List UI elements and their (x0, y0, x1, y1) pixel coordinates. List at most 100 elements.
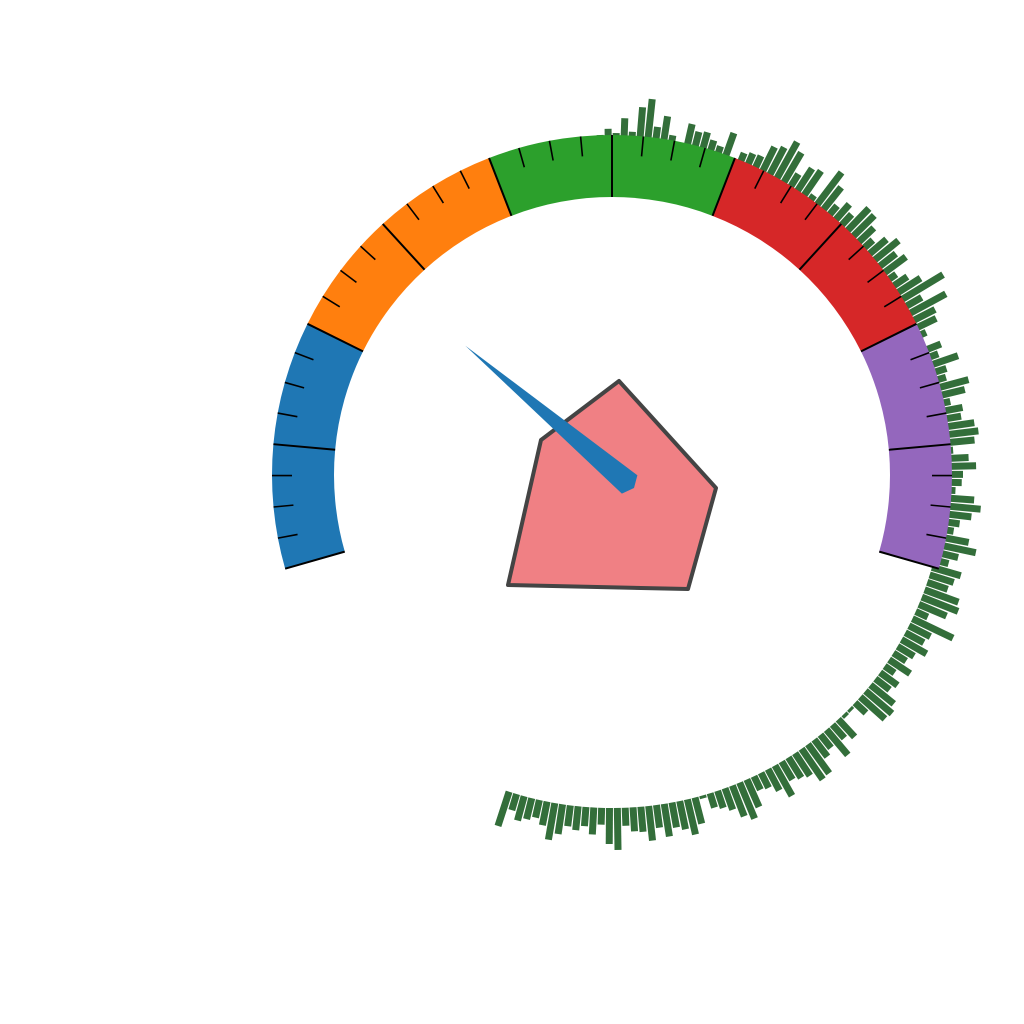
radial-bar (653, 804, 663, 829)
minor-tick (277, 533, 298, 539)
radial-bar (903, 290, 948, 320)
radial-bar (621, 807, 630, 826)
minor-tick (926, 533, 947, 539)
minor-tick (754, 170, 765, 189)
radial-bar (926, 579, 949, 593)
radial-bar (823, 727, 851, 758)
radial-bar (887, 656, 913, 677)
radial-bar (764, 767, 783, 793)
radial-bar (863, 688, 895, 717)
gauge-band (307, 158, 512, 352)
radial-bar (891, 650, 908, 665)
major-tick (860, 322, 917, 353)
minor-tick (432, 185, 445, 204)
minor-tick (277, 412, 298, 418)
minor-tick (883, 295, 902, 308)
radial-bar-ring (494, 98, 981, 851)
radial-bar (907, 622, 932, 640)
radial-bar (895, 643, 916, 660)
radial-bar (882, 663, 897, 676)
radial-bar (847, 705, 855, 713)
minor-tick (406, 203, 420, 221)
minor-tick (804, 203, 818, 221)
gauge-ticks (271, 135, 953, 570)
radial-bar (706, 792, 718, 809)
radial-bar (514, 795, 528, 822)
radial-bar (878, 669, 900, 689)
minor-tick (930, 504, 951, 508)
radial-bar (554, 803, 567, 835)
radial-bar (729, 784, 748, 818)
minor-tick (359, 245, 376, 261)
needle-pointer (465, 345, 638, 494)
minor-tick (548, 140, 554, 161)
radial-bar (923, 586, 960, 606)
minor-tick (848, 245, 865, 261)
radial-bar (750, 774, 764, 792)
radial-bar (829, 722, 848, 741)
minor-tick (579, 136, 584, 157)
radial-bar (798, 746, 826, 782)
radial-bar (852, 700, 869, 716)
radial-bar (544, 802, 559, 841)
radial-bar (629, 807, 639, 832)
radial-bar (873, 676, 892, 693)
radial-bar (683, 798, 699, 836)
radial-bar (660, 803, 673, 838)
radial-bar (538, 800, 551, 826)
minor-tick (518, 147, 526, 168)
major-tick (488, 157, 513, 217)
minor-tick (698, 147, 706, 168)
radial-bar (691, 796, 706, 825)
minor-tick (640, 136, 645, 157)
gauge-needle (465, 345, 638, 494)
minor-tick (867, 269, 885, 284)
radial-bar (811, 737, 831, 759)
gauge-band (712, 158, 917, 352)
minor-tick (459, 170, 470, 189)
minor-tick (910, 351, 930, 361)
radial-bar (928, 571, 955, 586)
radial-bar (920, 593, 960, 615)
radial-bar (494, 790, 513, 828)
radial-bar (523, 797, 536, 820)
major-tick (878, 550, 940, 570)
minor-tick (919, 381, 940, 389)
radial-bar (917, 601, 948, 620)
radial-bar (721, 787, 737, 811)
radial-bar (792, 751, 813, 778)
radial-bar (770, 140, 801, 186)
radial-bar (868, 682, 896, 707)
radial-bar (899, 636, 929, 657)
radial-bar (895, 271, 945, 306)
radial-bar (817, 732, 834, 750)
radial-bar (910, 615, 955, 642)
radial-bar (841, 711, 850, 719)
major-tick (711, 157, 736, 217)
major-tick (307, 322, 364, 353)
minor-tick (322, 295, 341, 308)
radial-bar (714, 789, 727, 809)
major-tick (273, 443, 336, 451)
minor-tick (294, 351, 314, 361)
radial-bar (736, 781, 758, 820)
radial-bar (676, 800, 689, 830)
radial-bar (564, 804, 574, 827)
radial-bar (805, 742, 833, 776)
radial-bar (643, 98, 656, 145)
radial-bar (785, 755, 805, 780)
radial-bar (637, 806, 647, 833)
radial-bar (835, 716, 858, 740)
radial-bar (903, 629, 926, 646)
minor-tick (284, 381, 305, 389)
minor-tick (273, 504, 294, 508)
minor-tick (670, 140, 676, 161)
radial-bar (810, 170, 845, 212)
radial-bar (508, 793, 520, 812)
radial-bar (613, 807, 622, 851)
radial-bar (771, 763, 796, 798)
minor-tick (339, 269, 357, 284)
radial-bar (778, 759, 796, 782)
radial-bar (914, 608, 930, 621)
